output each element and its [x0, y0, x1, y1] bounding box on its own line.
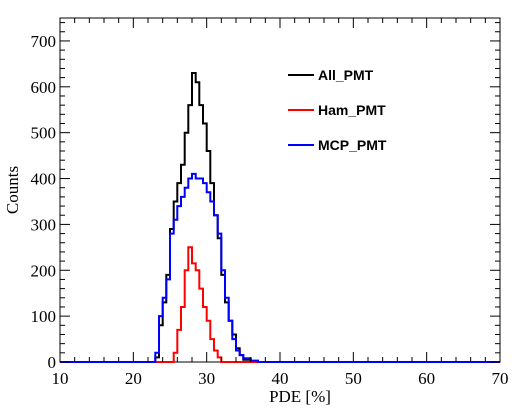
y-tick-label: 500 [31, 124, 57, 143]
histogram-series [60, 72, 500, 363]
series-line-ham-pmt [60, 246, 500, 363]
y-tick-label: 100 [31, 307, 57, 326]
y-tick-label: 300 [31, 215, 57, 234]
y-tick-label: 600 [31, 78, 57, 97]
y-tick-label: 400 [31, 170, 57, 189]
legend: All_PMT Ham_PMT MCP_PMT [288, 67, 387, 153]
x-tick-label: 20 [125, 369, 142, 388]
x-tick-label: 40 [272, 369, 289, 388]
x-axis-title: PDE [%] [269, 387, 331, 406]
y-tick-label: 0 [48, 353, 57, 372]
legend-label: All_PMT [318, 67, 374, 83]
y-tick-label: 200 [31, 261, 57, 280]
x-tick-label: 70 [492, 369, 509, 388]
x-tick-label: 50 [345, 369, 362, 388]
y-axis-title: Counts [3, 166, 22, 214]
x-tick-label: 60 [418, 369, 435, 388]
series-line-mcp-pmt [60, 172, 500, 363]
legend-label: Ham_PMT [318, 102, 386, 118]
y-tick-label: 700 [31, 32, 57, 51]
plot-area-border [59, 17, 501, 363]
x-tick-label: 30 [198, 369, 215, 388]
plot-frame [59, 17, 501, 363]
x-tick-label: 10 [52, 369, 69, 388]
series-line-all-pmt [60, 72, 500, 363]
legend-label: MCP_PMT [318, 137, 387, 153]
